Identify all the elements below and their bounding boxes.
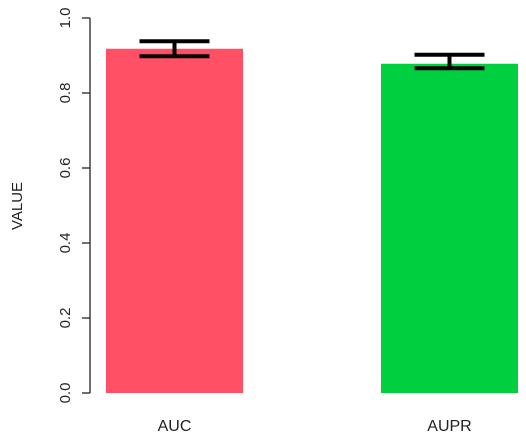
bars-group <box>106 48 518 393</box>
y-axis: 0.0 0.2 0.4 0.6 0.8 1.0 <box>57 8 91 404</box>
x-category-label: AUPR <box>427 418 471 435</box>
y-tick-label: 1.0 <box>57 8 74 29</box>
y-tick-label: 0.4 <box>57 233 74 254</box>
y-tick-label: 0.0 <box>57 383 74 404</box>
bar-auc <box>106 48 243 393</box>
y-tick-label: 0.8 <box>57 83 74 104</box>
x-axis-labels: AUC AUPR <box>158 418 472 435</box>
bar-aupr <box>381 63 518 393</box>
x-category-label: AUC <box>158 418 192 435</box>
y-tick-label: 0.6 <box>57 158 74 179</box>
error-bars-group <box>139 39 485 71</box>
y-axis-title: VALUE <box>9 182 26 230</box>
y-tick-label: 0.2 <box>57 308 74 329</box>
